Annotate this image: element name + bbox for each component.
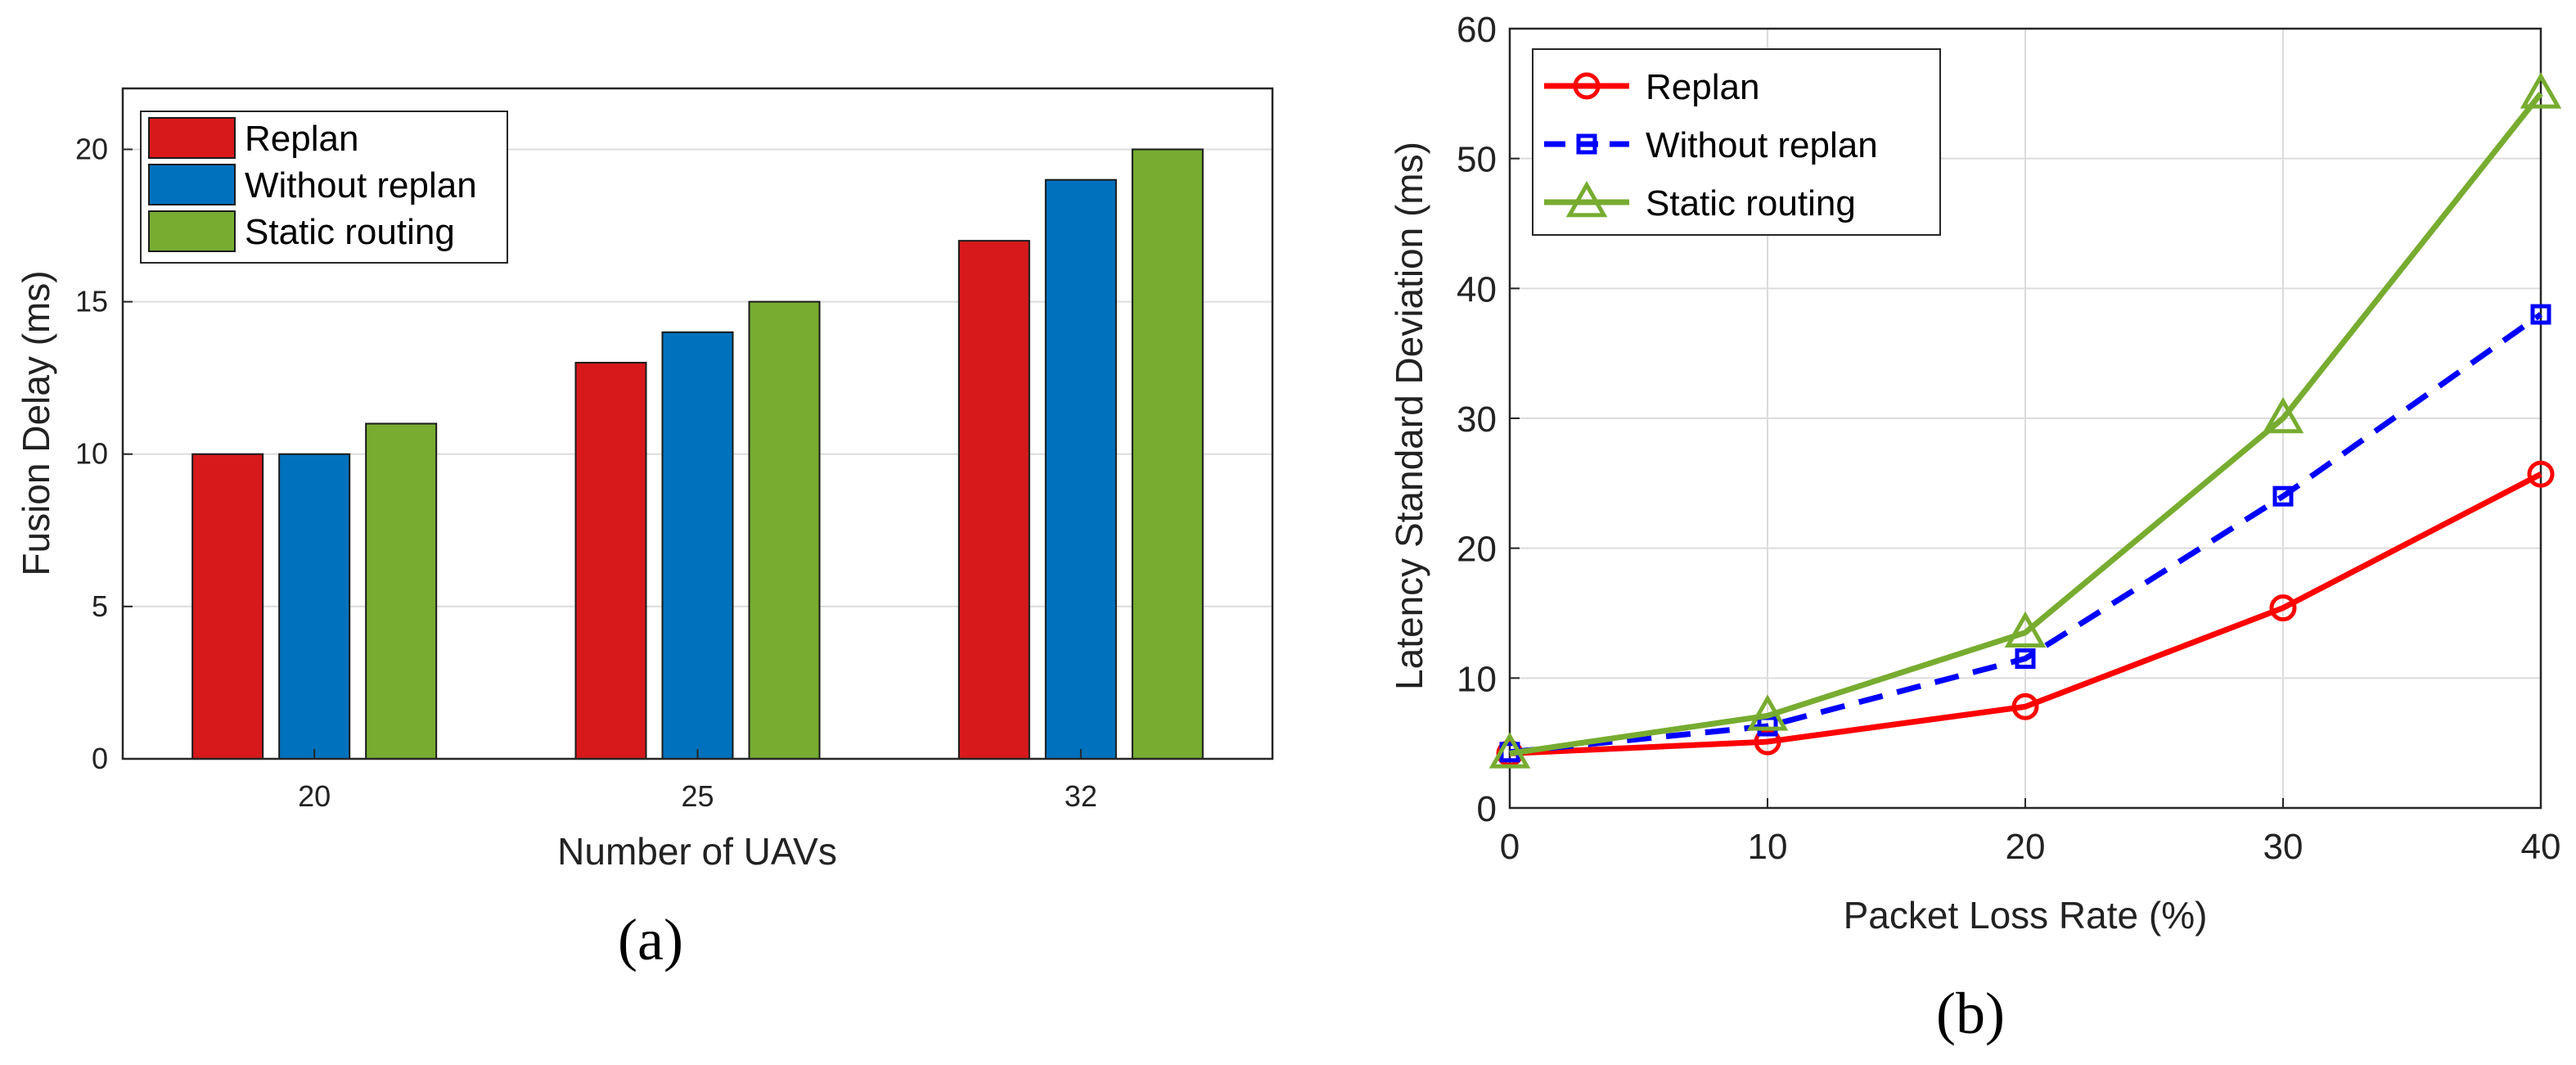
line-chart-y-tick-label: 0 <box>1477 789 1497 829</box>
line-chart-x-tick-label: 10 <box>1748 827 1788 867</box>
marker-static-routing-x0 <box>1488 732 1531 769</box>
caption-b: (b) <box>1936 981 2005 1046</box>
legend-label-without-replan: Without replan <box>1646 125 1878 165</box>
legend-label-replan: Replan <box>245 119 358 159</box>
bar-static-routing-20 <box>365 422 438 760</box>
legend-swatch-static-routing <box>148 210 236 252</box>
line-replan <box>1509 472 2542 756</box>
bar-chart-y-label: Fusion Delay (ms) <box>15 270 57 575</box>
line-chart-y-tick-label: 30 <box>1457 399 1497 440</box>
line-chart-x-label: Packet Loss Rate (%) <box>1844 894 2208 936</box>
marker-replan-x30 <box>2269 594 2297 622</box>
bar-replan-32 <box>957 240 1030 760</box>
bar-replan-20 <box>191 453 264 760</box>
line-chart-x-tick-label: 20 <box>2006 827 2046 867</box>
marker-replan-x20 <box>2011 693 2039 720</box>
legend-marker-static-routing <box>1565 180 1608 218</box>
caption-a: (a) <box>618 907 683 972</box>
bar-chart-x-tick-label: 20 <box>298 779 331 813</box>
bar-chart-y-tick-label: 20 <box>75 132 108 165</box>
bar-chart-x-tick-label: 25 <box>681 779 714 813</box>
bar-chart-panel: 0 5 10 15 20 20 25 32 Number of UAVs Fusion De… <box>15 87 1274 972</box>
line-chart-y-tick-label: 60 <box>1457 10 1497 50</box>
bar-chart-y-tick-label: 15 <box>75 285 108 318</box>
legend-marker-replan <box>1573 72 1601 100</box>
bar-chart-bars <box>191 148 1204 760</box>
line-chart-x-tick-label: 40 <box>2521 827 2561 867</box>
line-chart-x-tick-label: 30 <box>2263 827 2304 867</box>
line-without-replan <box>1509 312 2543 756</box>
marker-static-routing-x20 <box>2004 611 2047 648</box>
legend-label-without-replan: Without replan <box>245 165 477 205</box>
legend-swatch-without-replan <box>148 164 236 205</box>
bar-chart-x-label: Number of UAVs <box>557 830 837 873</box>
bar-chart-y-ticks: 0 5 10 15 20 <box>75 132 133 775</box>
line-static-routing <box>1509 92 2543 756</box>
line-chart-y-tick-label: 20 <box>1457 530 1497 570</box>
bar-without-replan-32 <box>1044 178 1117 760</box>
bar-chart-legend: Replan Without replan Static routing <box>140 111 508 264</box>
legend-swatch-replan <box>148 117 236 159</box>
bar-static-routing-25 <box>748 300 821 760</box>
legend-marker-without-replan <box>1576 133 1597 155</box>
line-chart-x-ticks: 0 10 20 30 40 <box>1500 798 2561 867</box>
line-chart-legend: Replan Without replan Static routing <box>1532 48 1941 236</box>
legend-label-replan: Replan <box>1646 67 1759 107</box>
bar-chart-x-ticks: 20 25 32 <box>298 749 1097 813</box>
line-chart-y-ticks: 0 10 20 30 40 50 60 <box>1457 10 1520 829</box>
series-static-routing <box>1488 72 2562 769</box>
bar-chart-y-tick-label: 10 <box>75 437 108 471</box>
line-chart-series <box>1488 72 2562 769</box>
line-chart-y-tick-label: 40 <box>1457 269 1497 309</box>
marker-static-routing-x40 <box>2520 72 2562 109</box>
line-chart-y-tick-label: 10 <box>1457 659 1497 699</box>
marker-without-replan-x20 <box>2015 648 2036 670</box>
marker-without-replan-x30 <box>2272 485 2294 507</box>
marker-replan-x40 <box>2527 460 2555 488</box>
bar-without-replan-25 <box>661 331 734 760</box>
bar-chart-x-tick-label: 32 <box>1065 779 1097 813</box>
marker-static-routing-x30 <box>2262 396 2304 434</box>
bar-static-routing-32 <box>1131 148 1204 760</box>
line-chart-y-label: Latency Standard Deviation (ms) <box>1388 142 1430 690</box>
line-chart-x-tick-label: 0 <box>1500 827 1520 867</box>
line-chart-panel: 0 10 20 30 40 50 60 0 10 20 30 40 Packet Loss Rate… <box>1388 10 2562 1046</box>
legend-label-static-routing: Static routing <box>1646 183 1856 223</box>
marker-static-routing-x10 <box>1746 694 1789 731</box>
bar-chart-y-tick-label: 0 <box>92 742 108 775</box>
bar-without-replan-20 <box>278 453 351 760</box>
bar-chart-y-tick-label: 5 <box>92 589 108 623</box>
legend-label-static-routing: Static routing <box>245 212 455 252</box>
line-chart-y-tick-label: 50 <box>1457 140 1497 180</box>
marker-without-replan-x40 <box>2530 304 2551 325</box>
bar-replan-25 <box>574 362 647 760</box>
